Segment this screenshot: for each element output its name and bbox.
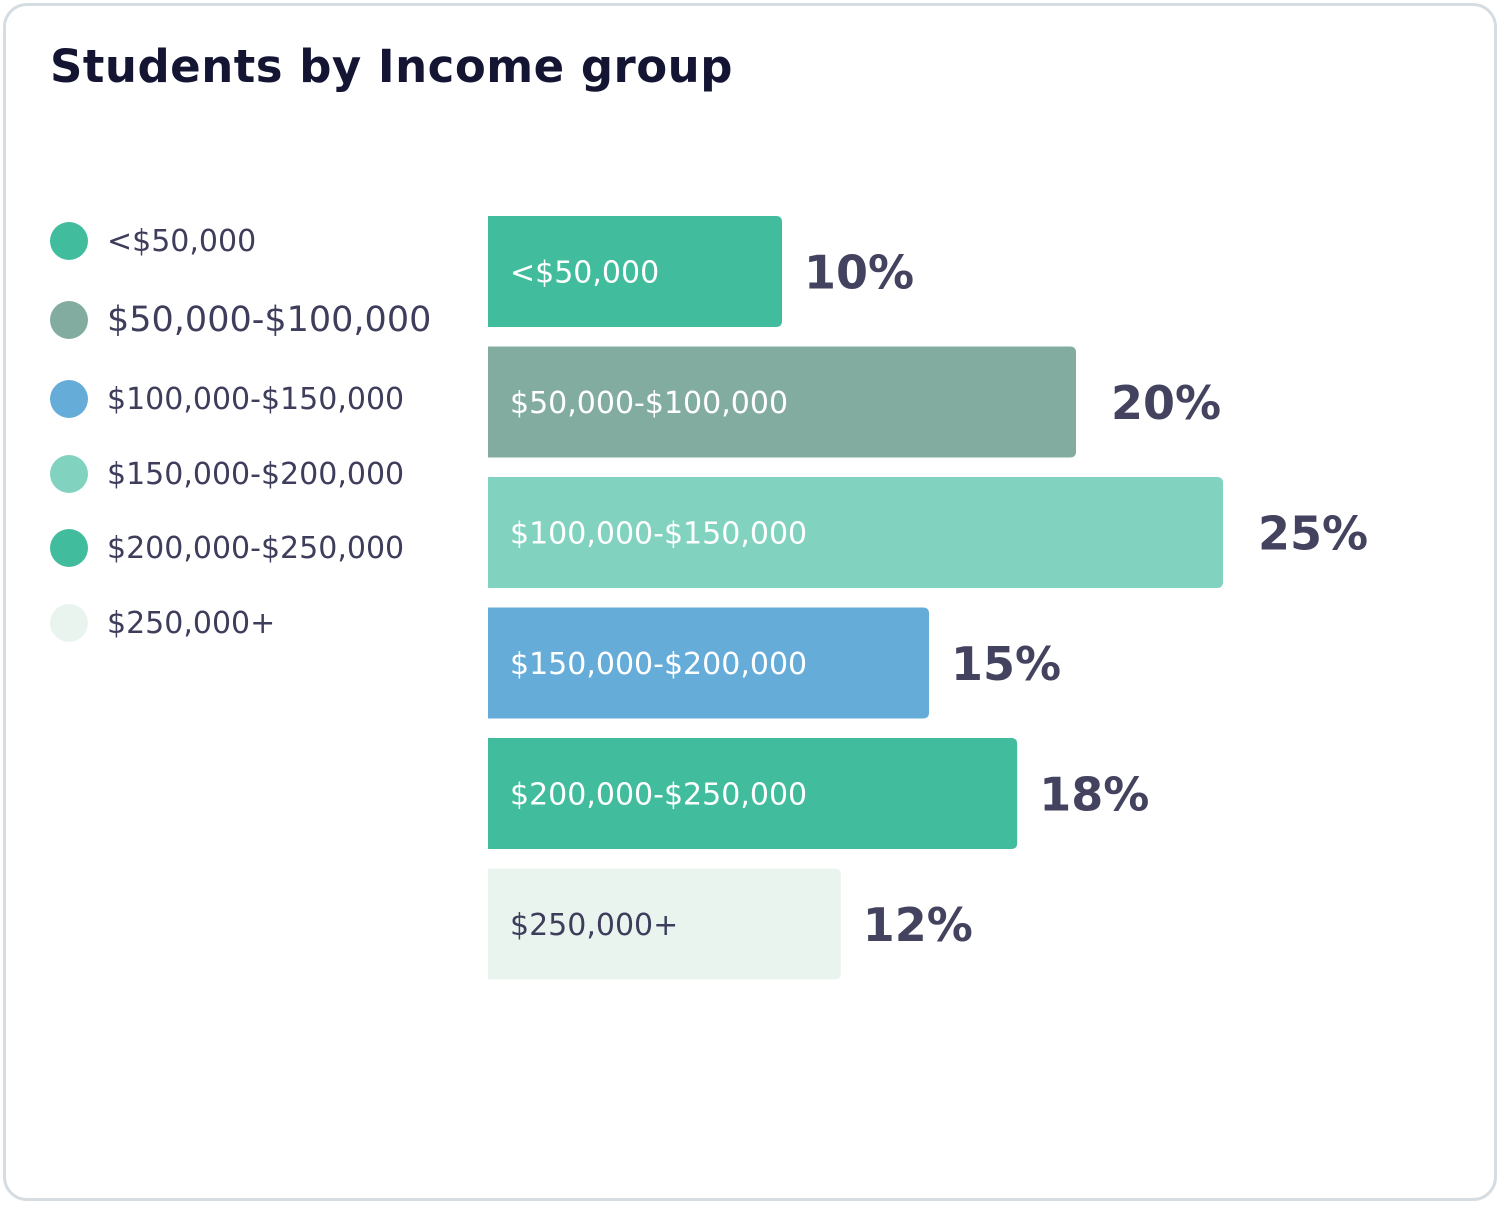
legend-item-150k-200k: $150,000-$200,000 (50, 454, 404, 494)
bar-value-label: 18% (1039, 768, 1149, 822)
bar-category-label: $200,000-$250,000 (510, 778, 807, 813)
legend-swatch (50, 455, 88, 493)
bar-value-label: 12% (863, 898, 973, 952)
legend-swatch (50, 529, 88, 567)
bar (488, 868, 841, 980)
legend-label: $50,000-$100,000 (107, 300, 432, 340)
bar-category-label: $150,000-$200,000 (510, 647, 807, 682)
bar (488, 738, 1018, 849)
bar-category-label: <$50,000 (510, 256, 659, 291)
legend-swatch (50, 222, 88, 260)
chart-card (3, 3, 1497, 1201)
legend-swatch (50, 604, 88, 642)
bar (488, 216, 782, 327)
legend-label: $100,000-$150,000 (107, 381, 405, 417)
legend-item-under-50k: <$50,000 (50, 221, 256, 261)
bar (488, 477, 1223, 588)
bar-category-label: $50,000-$100,000 (510, 386, 788, 421)
bar-category-label: $250,000+ (510, 908, 678, 943)
legend-item-50k-100k: $50,000-$100,000 (50, 300, 431, 340)
legend-swatch (50, 301, 88, 339)
legend-label: <$50,000 (107, 223, 257, 259)
bar-value-label: 20% (1111, 376, 1221, 430)
bar (488, 346, 1076, 458)
bar-value-label: 25% (1258, 507, 1368, 561)
legend: <$50,000 $50,000-$100,000 $100,000-$150,… (0, 0, 470, 700)
legend-label: $200,000-$250,000 (107, 530, 405, 566)
bar (488, 607, 929, 719)
legend-label: $150,000-$200,000 (107, 456, 405, 492)
bar-value-label: 10% (804, 246, 914, 300)
legend-item-250k-plus: $250,000+ (50, 603, 275, 643)
legend-label: $250,000+ (107, 605, 276, 641)
legend-item-100k-150k: $100,000-$150,000 (50, 379, 404, 419)
legend-swatch (50, 380, 88, 418)
bar-value-label: 15% (951, 637, 1061, 691)
bar-category-label: $100,000-$150,000 (510, 517, 807, 552)
legend-item-200k-250k: $200,000-$250,000 (50, 528, 404, 568)
chart-title: Students by Income group (50, 40, 733, 93)
